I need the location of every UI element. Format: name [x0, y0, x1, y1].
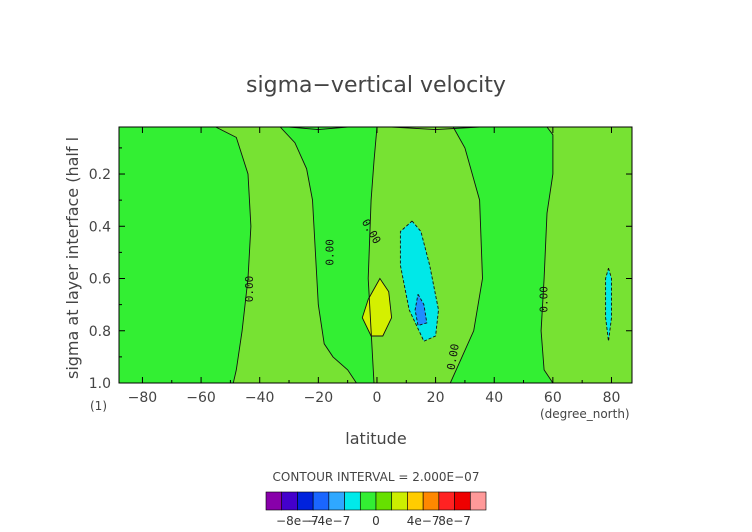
contour-line-solid-4 — [540, 127, 554, 383]
contour-region-8 — [415, 294, 427, 326]
colorbar-swatch — [344, 491, 361, 511]
x-tick-label: −60 — [186, 390, 216, 406]
contour-label-1: 0.00 — [324, 239, 337, 266]
plot-frame — [118, 126, 633, 384]
chart-title: sigma−vertical velocity — [246, 73, 506, 98]
contour-line-dashed-1 — [414, 293, 428, 327]
y-unit-label: (1) — [90, 399, 107, 413]
x-tick-label: 0 — [373, 390, 382, 406]
contour-line-solid-0 — [215, 127, 252, 383]
contour-region-2 — [541, 127, 632, 383]
contour-line-solid-1 — [279, 127, 357, 383]
x-tick-label: 80 — [603, 390, 621, 406]
plot-area: 0.000.000.000.000.00 — [118, 126, 633, 384]
contour-region-3 — [280, 127, 377, 383]
colorbar-swatch — [407, 491, 424, 511]
contour-label-3: 0.00 — [538, 286, 551, 313]
colorbar-swatch — [312, 491, 330, 511]
contour-label-0: 0.00 — [243, 276, 256, 303]
colorbar-swatch — [281, 491, 298, 511]
x-tick-label: 20 — [427, 390, 445, 406]
y-axis-ticks: 0.2 0.4 0.6 0.8 1.0 — [89, 147, 632, 392]
x-unit-label: (degree_north) — [540, 407, 630, 421]
x-tick-label: −40 — [245, 390, 275, 406]
y-tick-label: 0.4 — [89, 219, 111, 235]
colorbar-label: −4e−7 — [307, 514, 350, 528]
colorbar-label: −8e−7 — [276, 514, 319, 528]
contour-region-5 — [119, 127, 251, 383]
colorbar-swatch — [391, 491, 408, 511]
y-axis-label: sigma at layer interface (half l — [63, 137, 82, 379]
colorbar-swatch — [328, 491, 345, 511]
colorbar-label: 8e−7 — [438, 514, 471, 528]
colorbar — [265, 491, 487, 511]
x-tick-label: 60 — [544, 390, 562, 406]
colorbar-swatch — [469, 491, 487, 511]
contour-label-4: 0.00 — [444, 343, 461, 371]
colorbar-swatch — [422, 491, 440, 511]
colorbar-swatch — [375, 491, 393, 511]
y-tick-label: 0.2 — [89, 167, 111, 183]
contour-region-6 — [362, 278, 392, 336]
x-tick-label: −80 — [128, 390, 158, 406]
contour-fill-regions — [119, 127, 632, 383]
colorbar-swatch — [454, 491, 471, 511]
x-axis-label: latitude — [345, 429, 406, 448]
contour-labels: 0.000.000.000.000.00 — [243, 217, 551, 371]
y-tick-label: 0.6 — [89, 272, 111, 288]
contour-line-dashed-0 — [399, 220, 439, 342]
colorbar-swatch — [438, 491, 455, 511]
colorbar-swatch — [359, 491, 377, 511]
contour-interval-text: CONTOUR INTERVAL = 2.000E−07 — [273, 470, 480, 484]
contour-line-solid-3 — [449, 127, 483, 383]
colorbar-labels: −8e−7−4e−7 0 4e−78e−7 — [276, 514, 471, 528]
contour-line-dashed-2 — [605, 267, 612, 342]
colorbar-swatch — [265, 491, 283, 511]
x-axis-ticks: −80 −60 −40 −20 0 20 40 60 80 — [128, 127, 621, 406]
colorbar-swatch — [297, 491, 314, 511]
x-tick-label: −20 — [304, 390, 334, 406]
contour-line-solid-5 — [361, 277, 393, 337]
y-tick-label: 0.8 — [89, 324, 111, 340]
y-tick-label: 1.0 — [89, 376, 111, 392]
x-tick-label: 40 — [485, 390, 503, 406]
contour-line-solid-2 — [367, 127, 378, 383]
contour-region-9 — [605, 268, 612, 342]
colorbar-label: 0 — [372, 514, 380, 528]
colorbar-label: 4e−7 — [407, 514, 440, 528]
